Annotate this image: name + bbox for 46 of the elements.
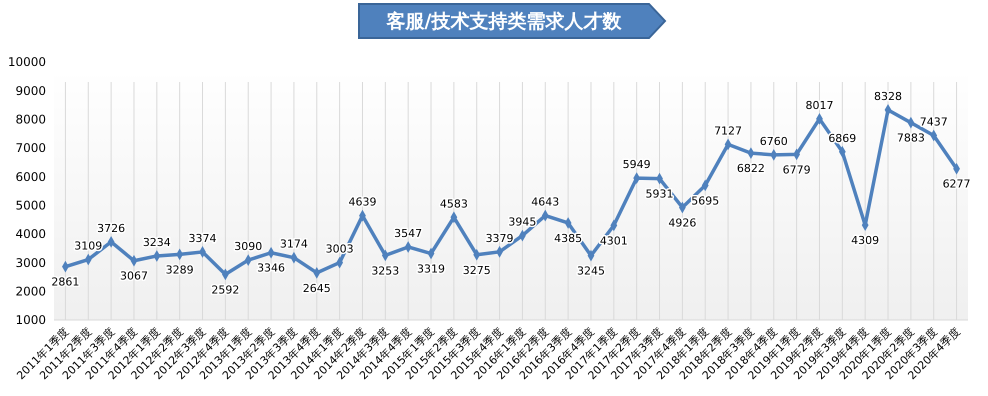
data-label: 3067 [120, 270, 148, 283]
data-label: 3346 [257, 262, 286, 275]
data-label: 3174 [280, 238, 308, 251]
y-tick-label: 6000 [15, 170, 46, 184]
data-label: 3726 [97, 222, 126, 235]
data-label: 2861 [51, 276, 80, 289]
y-tick-label: 3000 [15, 256, 46, 270]
data-label: 8328 [874, 90, 902, 103]
data-label: 3109 [74, 240, 102, 253]
data-label: 4643 [531, 196, 560, 209]
y-tick-label: 8000 [15, 112, 46, 127]
data-label: 3245 [576, 264, 605, 278]
y-tick-label: 7000 [15, 141, 46, 156]
data-label: 3289 [166, 263, 194, 276]
data-label: 3374 [188, 232, 217, 245]
data-label: 3945 [508, 216, 536, 229]
data-label: 6277 [942, 178, 971, 191]
y-tick-label: 1000 [15, 313, 46, 328]
y-tick-label: 10000 [8, 55, 46, 70]
data-label: 2592 [211, 283, 240, 296]
data-label: 3319 [417, 262, 446, 276]
data-label: 3253 [371, 264, 400, 278]
data-label: 7437 [920, 115, 948, 128]
chart-title: 客服/技术支持类需求人才数 [386, 10, 622, 33]
data-label: 4926 [668, 216, 696, 230]
data-label: 5949 [622, 158, 651, 172]
y-tick-label: 4000 [15, 227, 46, 242]
data-label: 3090 [234, 240, 262, 254]
data-label: 3275 [462, 264, 491, 277]
data-label: 3379 [486, 232, 514, 245]
data-label: 6760 [760, 134, 788, 148]
data-label: 8017 [805, 98, 834, 112]
data-label: 5695 [691, 194, 720, 208]
data-label: 4583 [440, 197, 468, 210]
data-label: 6779 [782, 163, 811, 176]
data-label: 7127 [714, 124, 742, 138]
y-tick-label: 9000 [15, 84, 46, 98]
y-tick-label: 2000 [15, 284, 46, 299]
data-label: 4639 [348, 196, 376, 209]
data-label: 3547 [394, 226, 422, 240]
data-label: 7883 [896, 132, 925, 145]
data-label: 2645 [302, 282, 331, 295]
y-tick-label: 5000 [15, 198, 46, 213]
data-label: 4309 [851, 234, 880, 248]
data-label: 3234 [142, 236, 171, 249]
data-label: 6822 [736, 162, 765, 176]
